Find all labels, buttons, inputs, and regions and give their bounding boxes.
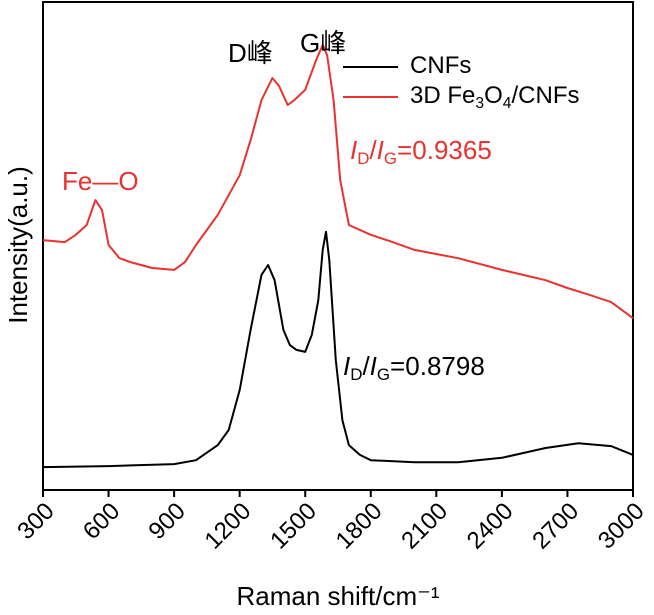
x-tick-label: 300 [12, 498, 59, 545]
x-tick-label: 900 [143, 498, 190, 545]
x-tick-label: 3000 [593, 498, 650, 555]
plot-frame [42, 1, 634, 491]
legend-label: 3D Fe3O4/CNFs [410, 82, 579, 112]
x-tick-label: 2400 [462, 498, 519, 555]
x-tick-label: 2100 [396, 498, 453, 555]
x-tick-label: 1200 [200, 498, 257, 555]
spectrum-line [42, 43, 634, 320]
x-tick-label: 1500 [265, 498, 322, 555]
legend-label: CNFs [410, 52, 471, 79]
x-axis-label: Raman shift/cm⁻¹ [237, 581, 440, 611]
x-tick-label: 2700 [527, 498, 584, 555]
annotation: G峰 [300, 28, 346, 58]
annotation: ID/IG=0.9365 [350, 135, 492, 168]
x-tick-label: 1800 [331, 498, 388, 555]
annotation: D峰 [228, 38, 273, 68]
y-axis-label: Intensity(a.u.) [3, 166, 33, 324]
spectrum-line [42, 230, 634, 469]
annotation: Fe—O [62, 166, 139, 196]
annotation: ID/IG=0.8798 [343, 351, 485, 384]
x-tick-label: 600 [78, 498, 125, 545]
